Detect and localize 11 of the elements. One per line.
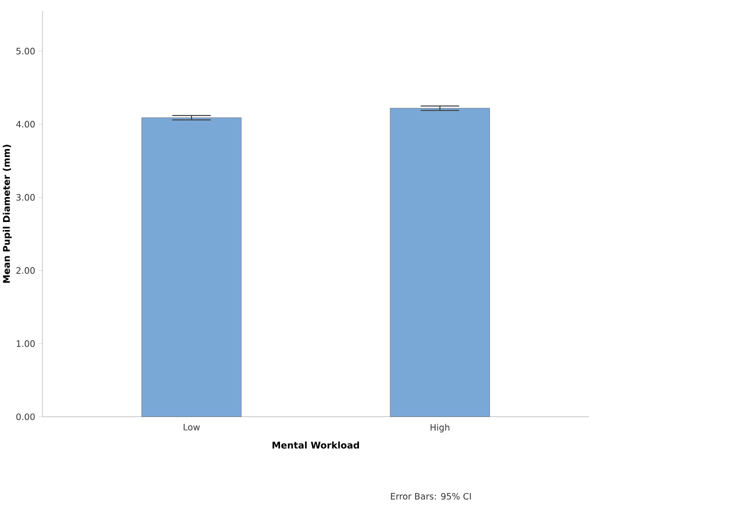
y-tick-label: 4.00 <box>16 120 35 128</box>
y-axis-title: Mean Pupil Diameter (mm) <box>2 144 12 283</box>
y-tick-label: 1.00 <box>16 340 35 347</box>
x-tick-label: High <box>430 424 450 432</box>
y-tick-label: 2.00 <box>16 267 35 274</box>
y-tick-label: 3.00 <box>16 194 35 201</box>
x-tick-label: Low <box>184 424 200 430</box>
text: Error Bars: 95% CI <box>390 492 471 500</box>
x-axis-title: Mental Workload <box>272 442 359 449</box>
y-tick-label: 5.00 <box>16 48 35 54</box>
y-tick-label: 0.00 <box>16 413 35 420</box>
